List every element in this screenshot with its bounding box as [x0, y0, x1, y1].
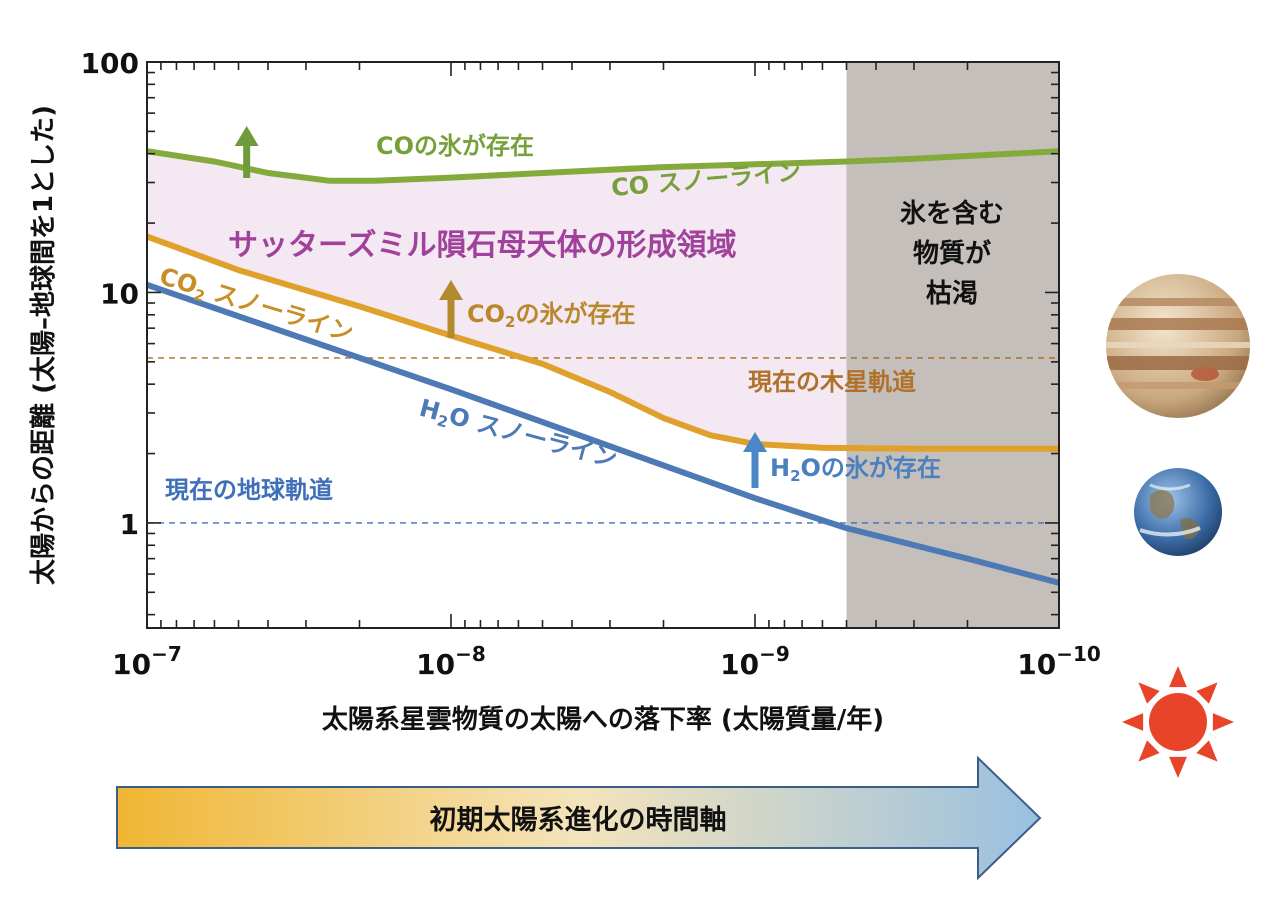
jupiter-icon: [1106, 274, 1250, 418]
co2-ice-label: CO2の氷が存在: [467, 300, 635, 331]
formation-region-fill: [147, 151, 1059, 449]
depleted-label-line1: 氷を含む: [900, 198, 1004, 229]
co-ice-arrow: [234, 126, 259, 178]
co2-ice-arrow: [439, 280, 463, 338]
x-axis-title: 太陽系星雲物質の太陽への落下率 (太陽質量/年): [322, 704, 884, 735]
x-tick-label: 10−8: [416, 642, 486, 681]
timeline-arrow-shape: [116, 755, 1042, 881]
x-tick-label: 10−10: [1017, 642, 1101, 681]
y-tick-label: 1: [120, 508, 139, 541]
series-lines: [147, 148, 1059, 586]
co-snowline: [147, 148, 1059, 184]
depleted-label-line2: 物質が: [913, 238, 991, 269]
axis-ticks: 1 10 100 10−7 10−8 10−9 10−10: [81, 47, 1101, 681]
depleted-region: [846, 62, 1059, 628]
co-ice-label: COの氷が存在: [376, 132, 534, 160]
y-axis-title: 太陽からの距離 (太陽–地球間を1とした): [28, 105, 59, 585]
earth-orbit-label: 現在の地球軌道: [165, 476, 333, 504]
y-tick-label: 100: [81, 47, 139, 80]
sun-icon: [1122, 666, 1234, 778]
x-tick-label: 10−7: [112, 642, 182, 681]
depleted-label-line3: 枯渇: [926, 279, 978, 309]
earth-icon: [1134, 468, 1222, 556]
plot-area: [147, 62, 1059, 628]
timeline-arrow-label: 初期太陽系進化の時間軸: [430, 805, 727, 836]
co2-snowline: [147, 233, 1059, 452]
h2o-ice-arrow: [743, 432, 767, 488]
x-tick-label: 10−9: [720, 642, 790, 681]
jupiter-orbit-label: 現在の木星軌道: [748, 368, 916, 396]
y-tick-label: 10: [100, 277, 139, 310]
h2o-snowline: [147, 281, 1059, 586]
h2o-snowline-label: H2O スノーライン: [416, 394, 620, 477]
h2o-ice-label: H2Oの氷が存在: [770, 454, 941, 485]
plot-frame: [146, 61, 1060, 629]
formation-region-label: サッターズミル隕石母天体の形成領域: [228, 228, 737, 263]
